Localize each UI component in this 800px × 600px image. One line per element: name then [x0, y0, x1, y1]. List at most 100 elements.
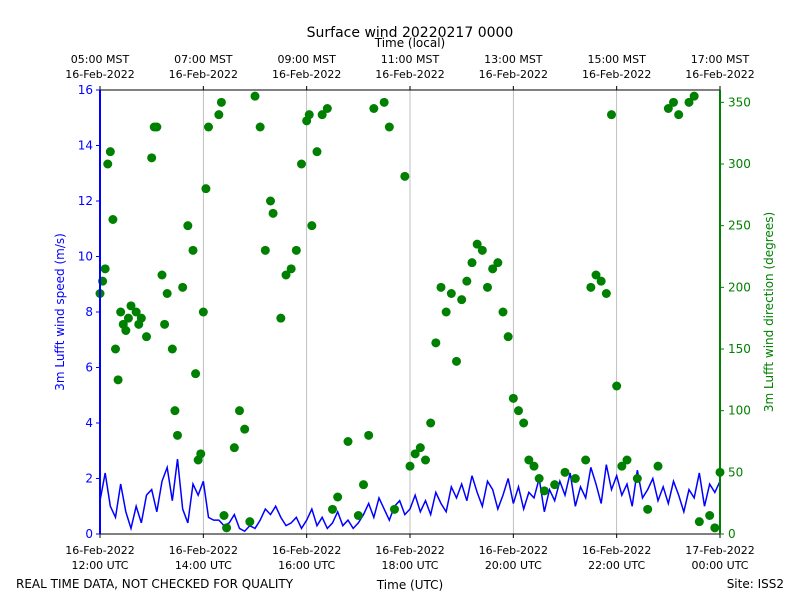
wind-direction-point [359, 480, 368, 490]
wind-direction-point [136, 313, 146, 323]
footer-note: REAL TIME DATA, NOT CHECKED FOR QUALITY [16, 577, 294, 591]
wind-direction-point [452, 356, 461, 366]
wind-direction-point [126, 301, 136, 311]
wind-direction-point [498, 307, 508, 317]
wind-direction-point [622, 455, 632, 465]
wind-direction-point [266, 196, 275, 206]
wind-direction-point [581, 455, 591, 465]
wind-direction-point [441, 307, 451, 317]
y-tick-label: 16 [78, 83, 93, 97]
y2-tick-label: 300 [728, 157, 751, 171]
wind-direction-point [384, 122, 394, 132]
x2-tick-label: 11:00 MST 16-Feb-2022 [375, 53, 444, 81]
wind-direction-point [390, 504, 399, 514]
wind-direction-point [472, 239, 482, 249]
wind-direction-point [617, 461, 627, 471]
wind-direction-point [570, 474, 580, 483]
wind-direction-point [550, 480, 560, 490]
wind-direction-point [281, 270, 291, 280]
wind-direction-point [400, 171, 410, 181]
wind-direction-point [669, 97, 678, 107]
wind-direction-point [322, 104, 332, 113]
y2-tick-label: 0 [728, 527, 736, 541]
y2-tick-label: 100 [728, 404, 751, 418]
wind-direction-point [643, 504, 653, 514]
wind-direction-point [260, 245, 270, 255]
wind-direction-point [317, 110, 327, 120]
wind-direction-point [457, 295, 467, 305]
wind-direction-point [421, 455, 430, 465]
wind-direction-point [477, 245, 487, 255]
wind-direction-point [219, 511, 229, 520]
wind-direction-point [312, 147, 322, 157]
wind-direction-point [591, 270, 601, 280]
x2-tick-label: 15:00 MST 16-Feb-2022 [582, 53, 651, 81]
wind-direction-point [198, 307, 208, 317]
wind-direction-point [519, 418, 529, 428]
x2-tick-label: 09:00 MST 16-Feb-2022 [272, 53, 341, 81]
x-tick-label: 16-Feb-2022 18:00 UTC [375, 544, 444, 572]
wind-direction-point [684, 97, 694, 107]
wind-direction-point [286, 264, 296, 274]
wind-direction-point [162, 289, 172, 298]
y2-tick-label: 350 [728, 95, 751, 109]
y-tick-label: 14 [78, 139, 93, 153]
wind-direction-point [663, 104, 673, 113]
wind-direction-point [529, 461, 539, 471]
x-tick-label: 17-Feb-2022 00:00 UTC [685, 544, 754, 572]
wind-direction-point [689, 91, 699, 101]
wind-direction-point [147, 153, 157, 163]
x2-tick-label: 17:00 MST 16-Feb-2022 [685, 53, 754, 81]
wind-direction-point [436, 282, 446, 292]
wind-direction-point [276, 313, 286, 323]
wind-direction-point [116, 307, 126, 317]
wind-direction-point [304, 110, 314, 120]
wind-direction-point [108, 215, 118, 224]
wind-direction-point [103, 159, 113, 169]
wind-direction-point [596, 276, 606, 286]
y2-tick-label: 50 [728, 465, 743, 479]
y-tick-label: 10 [78, 250, 93, 264]
wind-direction-point [235, 406, 244, 416]
wind-direction-point [152, 122, 162, 132]
wind-direction-point [410, 449, 420, 459]
wind-direction-point [343, 437, 353, 446]
wind-direction-point [170, 406, 180, 416]
wind-direction-point [188, 245, 198, 255]
site-label: Site: ISS2 [727, 577, 784, 591]
wind-direction-point [255, 122, 265, 132]
y-tick-label: 8 [85, 305, 93, 319]
wind-direction-point [123, 313, 133, 323]
wind-direction-point [333, 492, 343, 502]
x2-tick-label: 05:00 MST 16-Feb-2022 [65, 53, 134, 81]
wind-direction-point [369, 104, 379, 113]
wind-direction-point [524, 455, 534, 465]
y-tick-label: 6 [85, 361, 93, 375]
wind-direction-point [426, 418, 436, 428]
x-tick-label: 16-Feb-2022 20:00 UTC [479, 544, 548, 572]
wind-direction-point [462, 276, 472, 286]
wind-direction-point [632, 474, 642, 483]
x2-tick-label: 13:00 MST 16-Feb-2022 [479, 53, 548, 81]
wind-direction-point [353, 511, 363, 520]
wind-direction-point [705, 511, 715, 520]
wind-direction-point [240, 424, 250, 434]
x-tick-label: 16-Feb-2022 22:00 UTC [582, 544, 651, 572]
wind-direction-point [415, 443, 425, 453]
wind-direction-point [586, 282, 596, 292]
wind-direction-point [131, 307, 141, 317]
wind-direction-point [539, 486, 549, 496]
x-axis-label: Time (UTC) [376, 578, 443, 592]
wind-direction-point [142, 332, 151, 342]
wind-direction-point [268, 208, 278, 218]
y2-tick-label: 150 [728, 342, 751, 356]
wind-direction-point [178, 282, 188, 292]
wind-direction-point [222, 523, 232, 533]
y-tick-label: 12 [78, 194, 93, 208]
wind-direction-point [446, 289, 456, 298]
wind-direction-point [560, 467, 570, 477]
y-tick-label: 2 [85, 472, 93, 486]
wind-direction-point [201, 184, 211, 194]
wind-direction-point [534, 474, 544, 483]
